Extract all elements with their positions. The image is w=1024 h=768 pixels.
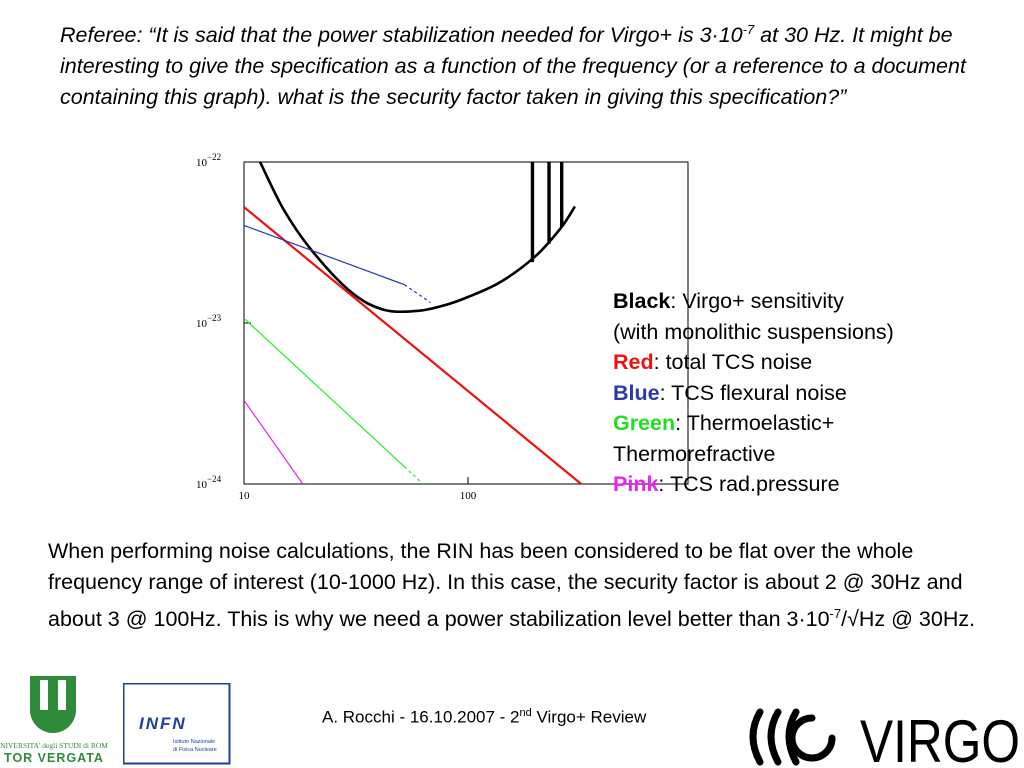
explanation-exponent: -7 [829, 606, 842, 621]
legend-text-4: : Thermoelastic+ [675, 411, 835, 435]
footer-credit: A. Rocchi - 16.10.2007 - 2nd Virgo+ Revi… [322, 707, 647, 727]
y-tick-label-2: 10−22 [196, 152, 221, 169]
infn-line2: di Fisica Nucleare [173, 747, 217, 753]
series-line-4 [244, 399, 304, 484]
legend-text-5: Thermorefractive [613, 441, 776, 466]
legend-label-0: Black [613, 289, 671, 313]
y-tick-label-0: 10−24 [196, 474, 222, 491]
legend-row-1: (with monolithic suspensions) [613, 317, 894, 348]
chart-legend: Black: Virgo+ sensitivity (with monolithi… [613, 286, 894, 500]
legend-text-1: (with monolithic suspensions) [613, 319, 894, 344]
legend-row-0: Black: Virgo+ sensitivity [613, 286, 894, 317]
series-dashed-tail-3 [403, 466, 424, 484]
tor-vergata-emblem [30, 676, 76, 733]
legend-text-3: : TCS flexural noise [659, 380, 847, 405]
virgo-wave-emblem [749, 708, 836, 766]
tor-vergata-line2: TOR VERGATA [4, 751, 104, 765]
legend-text-2: : total TCS noise [653, 350, 813, 374]
tor-vergata-logo: UNIVERSITA' degli STUDI di ROMA TOR VERG… [0, 676, 108, 765]
series-line-2 [244, 224, 405, 286]
legend-label-3: Blue [613, 380, 660, 405]
series-line-1 [244, 206, 582, 484]
referee-exponent: -7 [742, 22, 755, 37]
legend-row-3: Blue: TCS flexural noise [613, 378, 894, 409]
curves [244, 162, 582, 484]
axis-ticks: 10 100 10−24 10−23 10−22 [196, 152, 477, 502]
legend-label-2: Red [613, 350, 654, 374]
legend-row-6: Pink: TCS rad.pressure [613, 469, 894, 500]
y-tick-label-1: 10−23 [196, 313, 222, 330]
series-line-3 [244, 317, 405, 468]
infn-name: INFN [139, 714, 187, 733]
legend-label-4: Green [613, 411, 676, 435]
legend-row-4: Green: Thermoelastic+ [613, 408, 894, 439]
infn-logo: INFN Istituto Nazionale di Fisica Nuclea… [123, 683, 231, 765]
legend-row-5: Thermorefractive [613, 439, 894, 470]
series-dashed-tail-2 [404, 284, 431, 303]
legend-row-2: Red: total TCS noise [613, 347, 894, 378]
virgo-logo: VIRGO [749, 708, 1020, 768]
tor-vergata-line1: UNIVERSITA' degli STUDI di ROMA [0, 741, 108, 750]
explanation-text: When performing noise calculations, the … [48, 539, 976, 632]
virgo-name: VIRGO [860, 708, 1020, 768]
legend-text-6: : TCS rad.pressure [658, 472, 840, 496]
x-tick-label-1: 100 [460, 490, 477, 502]
legend-text-0: : Virgo+ sensitivity [670, 289, 844, 313]
legend-label-6: Pink [613, 472, 659, 496]
infn-line1: Istituto Nazionale [173, 739, 215, 745]
referee-quote: Referee: “It is said that the power stab… [60, 22, 966, 110]
x-tick-label-0: 10 [239, 490, 251, 502]
series-line-0 [258, 162, 577, 314]
